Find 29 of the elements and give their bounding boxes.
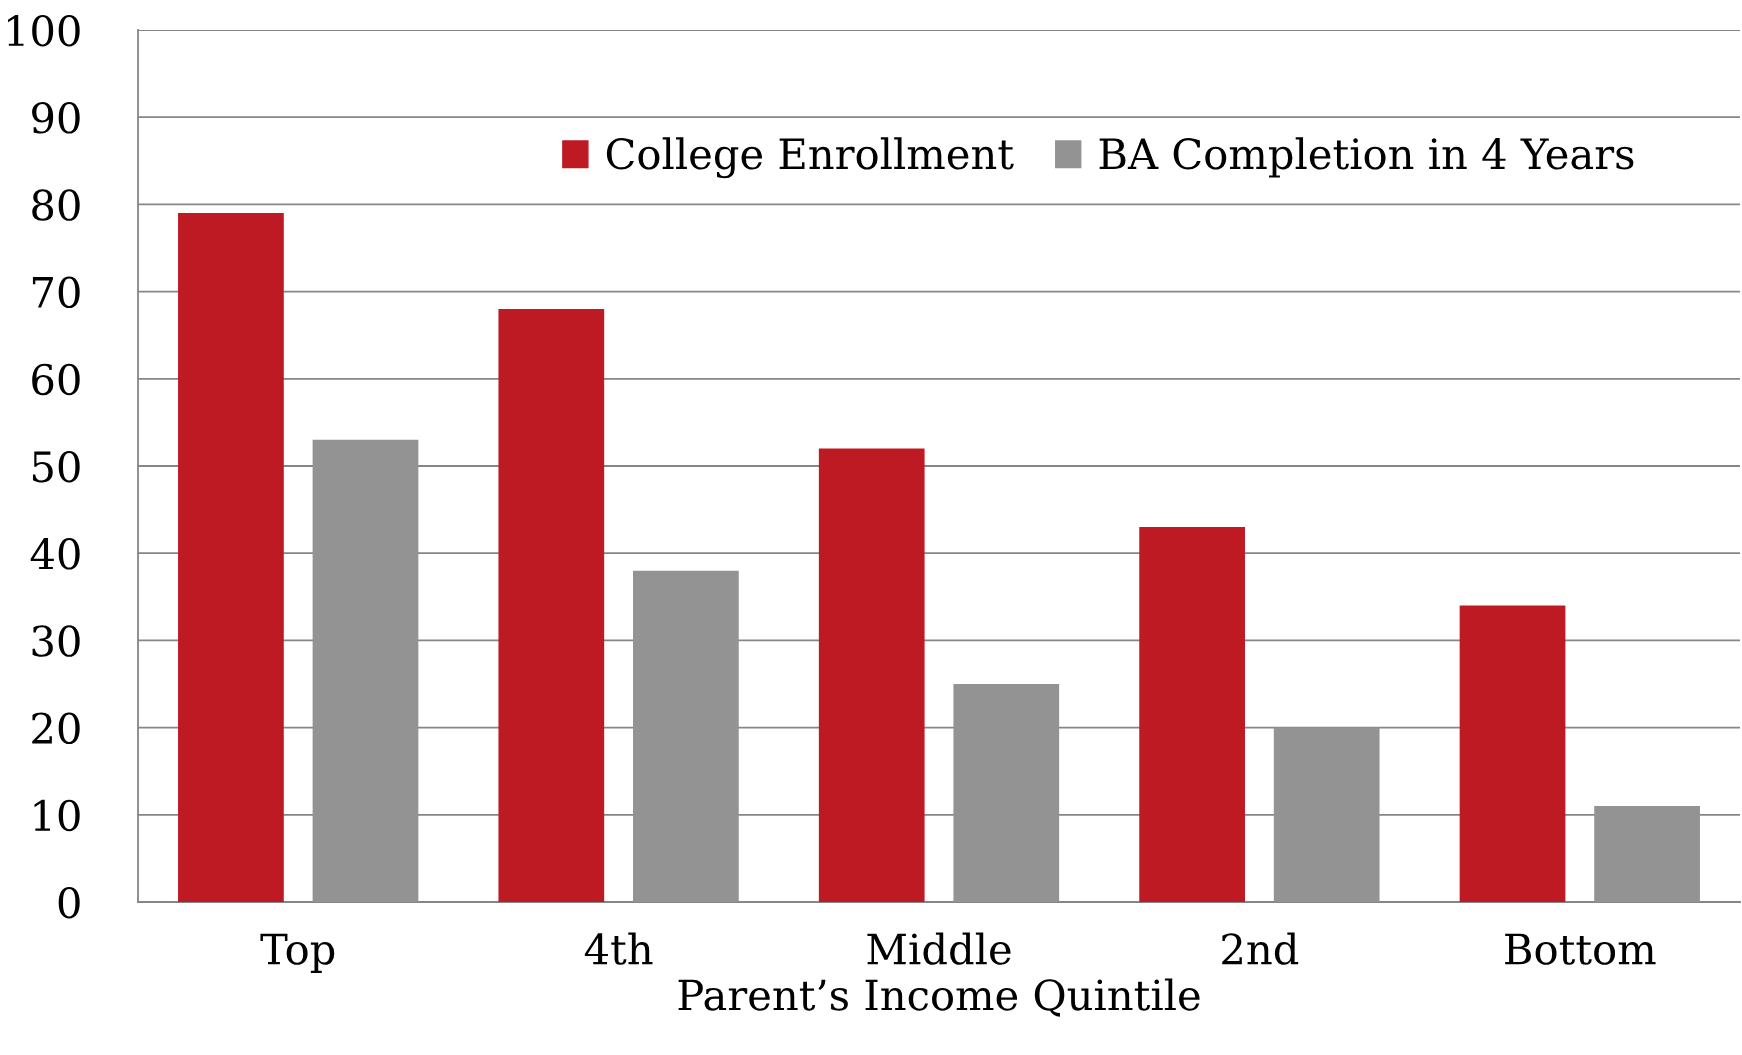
legend-label: College Enrollment xyxy=(606,137,1014,179)
y-tick-label: 80 xyxy=(32,189,80,221)
y-tick-label: 60 xyxy=(32,363,80,396)
bar xyxy=(178,213,284,902)
bar xyxy=(1594,806,1700,902)
bar xyxy=(498,309,605,902)
y-tick-label: 10 xyxy=(34,799,80,832)
x-tick-label: 2nd xyxy=(1222,932,1299,965)
y-tick-label: 90 xyxy=(32,102,80,134)
y-tick-label: 100 xyxy=(8,14,80,47)
x-axis-title: Parent’s Income Quintile xyxy=(678,978,1200,1017)
y-tick-label: 50 xyxy=(32,450,80,483)
bar xyxy=(1139,527,1245,902)
y-tick-label: 30 xyxy=(32,625,80,657)
bar xyxy=(953,684,1060,902)
bar xyxy=(312,439,419,902)
x-tick-label: Top xyxy=(260,933,335,973)
bar xyxy=(1459,605,1566,902)
legend-label: BA Completion in 4 Years xyxy=(1099,137,1634,178)
bar xyxy=(1273,727,1380,902)
x-tick-label: Bottom xyxy=(1505,933,1656,965)
bar xyxy=(818,448,925,902)
x-tick-label: 4th xyxy=(584,932,653,965)
bar xyxy=(633,570,739,902)
y-tick-label: 70 xyxy=(32,276,80,309)
y-tick-label: 20 xyxy=(32,712,80,745)
y-tick-label: 40 xyxy=(30,538,80,570)
x-tick-label: Middle xyxy=(867,932,1011,965)
y-tick-label: 0 xyxy=(58,886,80,919)
